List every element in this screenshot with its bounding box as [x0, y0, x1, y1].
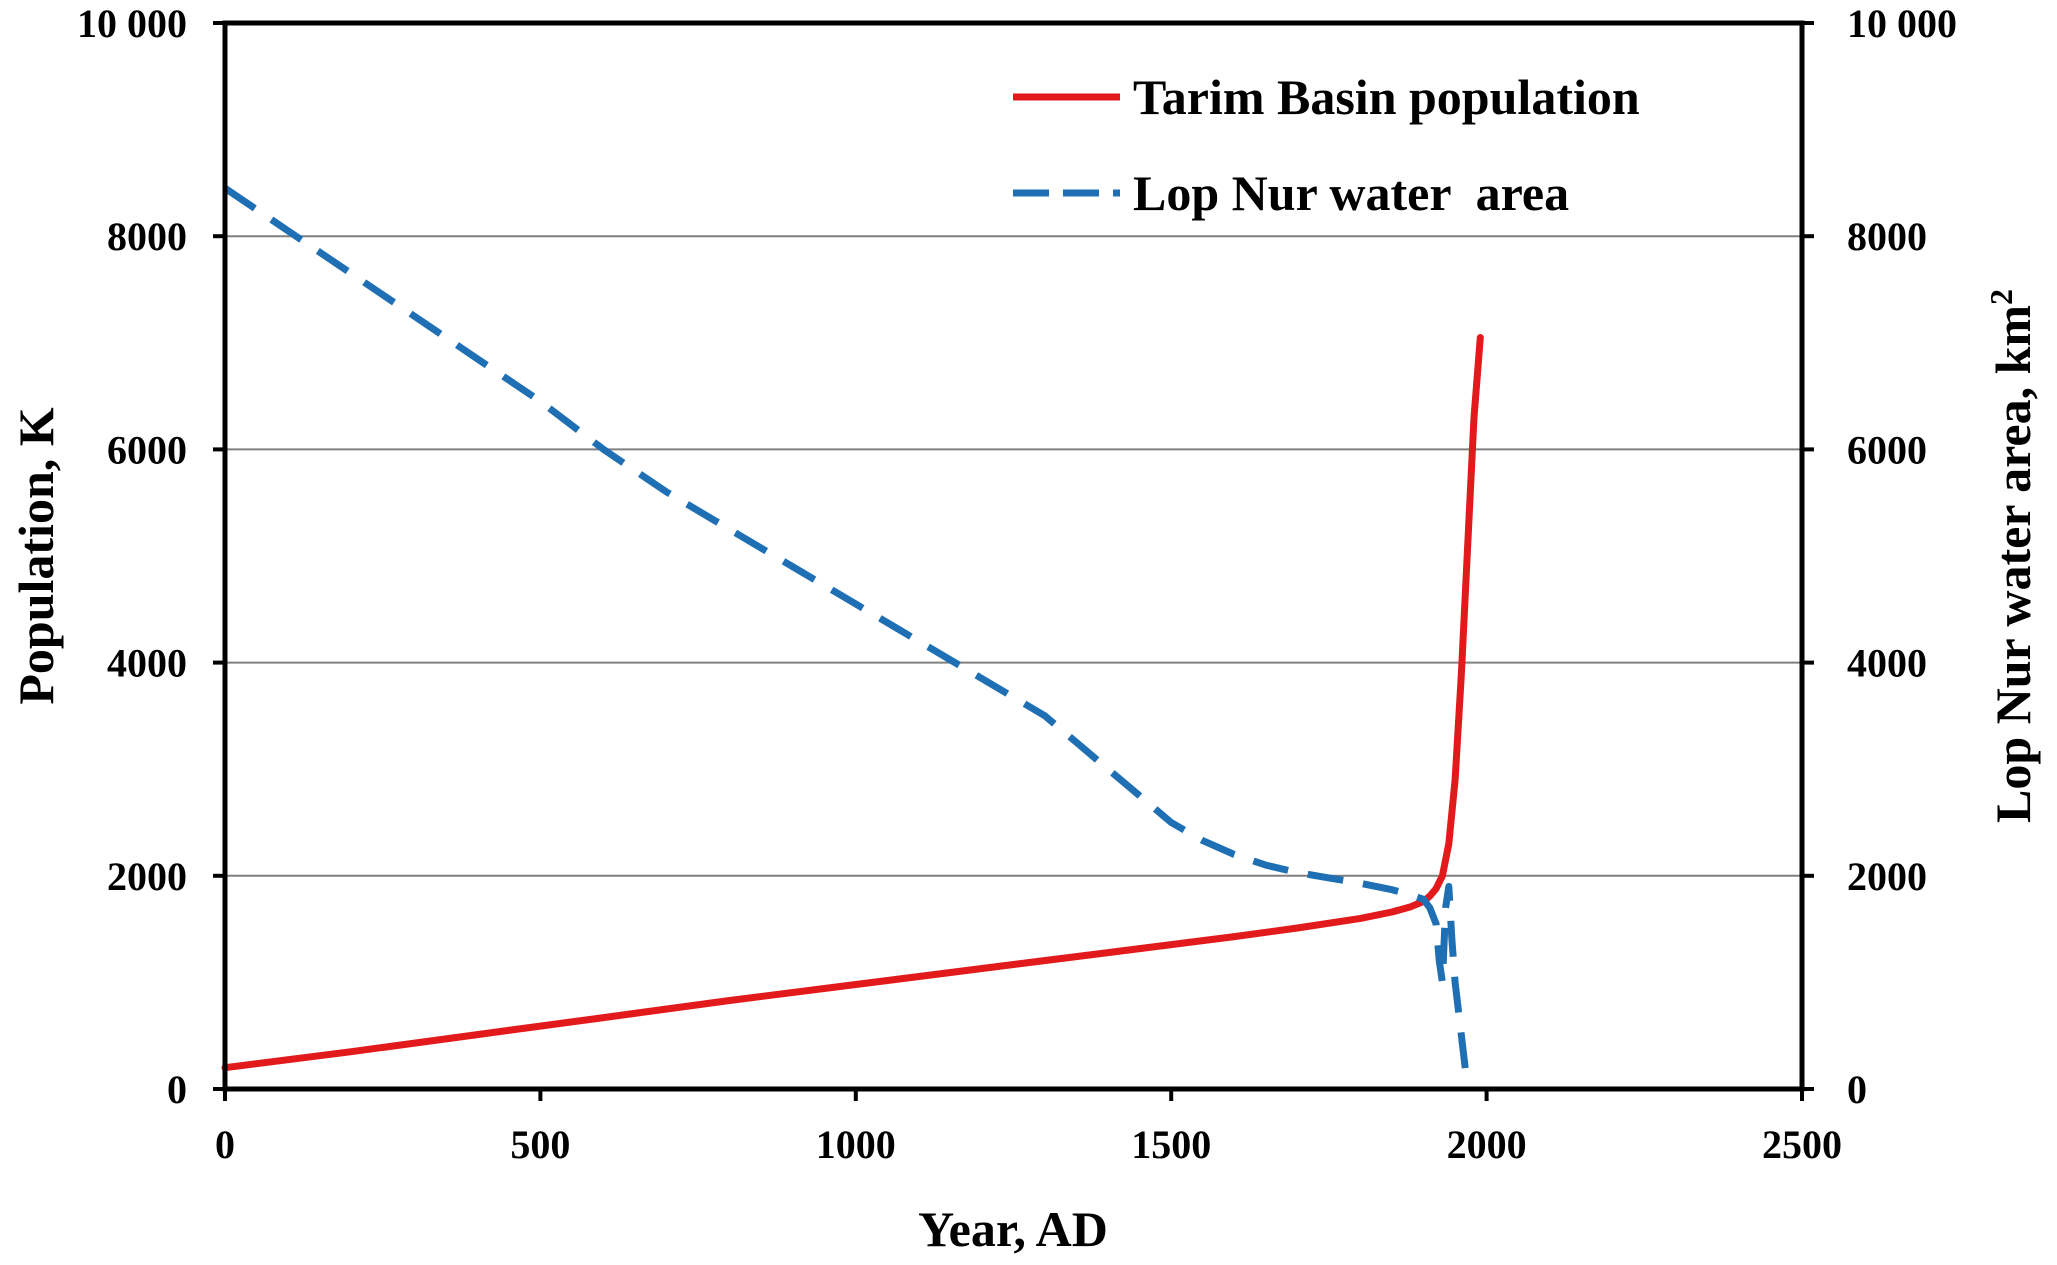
- y2-axis-title-text: Lop Nur water area, km: [1985, 305, 2041, 823]
- plot-area-frame: [222, 20, 1805, 1092]
- y2-axis-tick-marks: [1802, 21, 1814, 1091]
- y2-tick-label: 4000: [1847, 641, 1927, 686]
- y-tick-label: 8000: [107, 214, 187, 259]
- x-tick-label: 2500: [1762, 1122, 1842, 1167]
- legend: Tarim Basin population Lop Nur water are…: [1013, 69, 1640, 221]
- y-axis-title: Population, K: [8, 407, 64, 704]
- x-axis-tick-labels: 0 500 1000 1500 2000 2500: [215, 1122, 1842, 1167]
- y-tick-label: 6000: [107, 427, 187, 472]
- y2-axis-tick-labels: 0 2000 4000 6000 8000 10 000: [1847, 1, 1957, 1112]
- y2-axis-title-superscript: 2: [1983, 289, 2019, 305]
- series-layer: [221, 185, 1484, 1090]
- x-tick-label: 1000: [816, 1122, 896, 1167]
- gridlines: [225, 235, 1802, 877]
- y-axis-tick-marks: [213, 21, 225, 1091]
- y2-tick-label: 8000: [1847, 214, 1927, 259]
- x-tick-label: 1500: [1131, 1122, 1211, 1167]
- legend-label-water: Lop Nur water area: [1133, 165, 1569, 221]
- y2-axis-title: Lop Nur water area, km2: [1983, 289, 2041, 823]
- y2-tick-label: 2000: [1847, 854, 1927, 899]
- x-tick-label: 500: [510, 1122, 570, 1167]
- y-tick-label: 2000: [107, 854, 187, 899]
- y2-tick-label: 0: [1847, 1067, 1867, 1112]
- y2-tick-label: 10 000: [1847, 1, 1957, 46]
- series-line-lop-nur-water-area: [223, 185, 1472, 1090]
- y-tick-label: 4000: [107, 641, 187, 686]
- y-tick-label: 10 000: [77, 1, 187, 46]
- series-line-tarim-basin-population: [221, 334, 1484, 1072]
- legend-label-population: Tarim Basin population: [1133, 69, 1640, 125]
- x-tick-label: 2000: [1447, 1122, 1527, 1167]
- y2-tick-label: 6000: [1847, 427, 1927, 472]
- x-axis-title: Year, AD: [918, 1201, 1108, 1257]
- y-tick-label: 0: [167, 1067, 187, 1112]
- y-axis-tick-labels: 0 2000 4000 6000 8000 10 000: [77, 1, 187, 1112]
- x-tick-label: 0: [215, 1122, 235, 1167]
